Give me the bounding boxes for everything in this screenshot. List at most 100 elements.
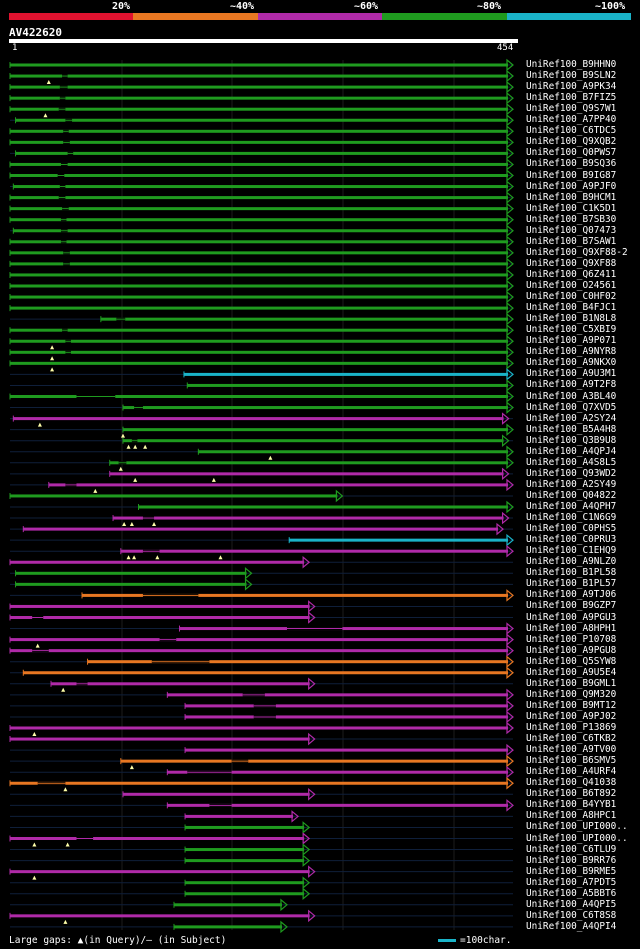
hit-id-label[interactable]: UniRef100_Q7XVD5	[526, 401, 617, 413]
hit-id-label[interactable]: UniRef100_A9U5E4	[526, 666, 617, 678]
hit-id-label[interactable]: UniRef100_A9U3M1	[526, 368, 617, 380]
hit-id-label[interactable]: UniRef100_C6T8S8	[526, 909, 617, 921]
hit-id-label[interactable]: UniRef100_C1EHQ9	[526, 545, 617, 557]
query-gap-marker	[132, 555, 137, 560]
hit-arrow	[506, 743, 514, 757]
hit-id-label[interactable]: UniRef100_P10708	[526, 633, 617, 645]
hit-id-label[interactable]: UniRef100_A8HPC1	[526, 810, 617, 822]
hit-id-label[interactable]: UniRef100_B9SQ36	[526, 158, 617, 170]
hit-id-label[interactable]: UniRef100_Q9XF88-2	[526, 246, 628, 258]
legend-swatch-red	[9, 13, 134, 20]
hit-id-label[interactable]: UniRef100_B5A4H8	[526, 423, 617, 435]
hit-id-label[interactable]: UniRef100_Q07473	[526, 224, 617, 236]
hit-id-label[interactable]: UniRef100_A7PP40	[526, 114, 617, 126]
hit-arrow	[506, 80, 514, 94]
hit-id-label[interactable]: UniRef100_C1K5D1	[526, 202, 617, 214]
hit-id-label[interactable]: UniRef100_B9GML1	[526, 677, 617, 689]
hit-id-label[interactable]: UniRef100_Q9M320	[526, 688, 617, 700]
legend-label-20: 20%	[112, 1, 131, 12]
hit-id-label[interactable]: UniRef100_A9PGU8	[526, 644, 617, 656]
hit-id-label[interactable]: UniRef100_B1PL57	[526, 578, 617, 590]
hit-id-label[interactable]: UniRef100_UPI000..	[526, 821, 628, 833]
hit-id-label[interactable]: UniRef100_A2SY24	[526, 412, 617, 424]
hit-id-label[interactable]: UniRef100_A9T2F8	[526, 379, 617, 391]
hit-id-label[interactable]: UniRef100_C5XBI9	[526, 324, 617, 336]
hit-id-label[interactable]: UniRef100_A9NKX0	[526, 357, 617, 369]
hit-id-label[interactable]: UniRef100_A4QPH7	[526, 501, 617, 512]
query-gap-marker	[268, 455, 273, 460]
hit-id-label[interactable]: UniRef100_A9NYR8	[526, 346, 617, 358]
hit-arrow	[506, 633, 514, 646]
hit-id-label[interactable]: UniRef100_C6TKB2	[526, 733, 617, 745]
query-gap-marker	[126, 444, 131, 449]
hit-id-label[interactable]: UniRef100_B1PL58	[526, 567, 617, 579]
hit-id-label[interactable]: UniRef100_Q9S7W1	[526, 103, 617, 115]
hit-id-label[interactable]: UniRef100_A9TV00	[526, 744, 617, 756]
hit-id-label[interactable]: UniRef100_Q41038	[526, 777, 617, 789]
hit-arrow	[506, 666, 514, 680]
hit-id-label[interactable]: UniRef100_C0PHS5	[526, 523, 617, 535]
hit-id-label[interactable]: UniRef100_Q9XQB2	[526, 136, 617, 148]
hit-id-label[interactable]: UniRef100_C6TLU9	[526, 843, 617, 855]
hit-id-label[interactable]: UniRef100_C0HF02	[526, 291, 617, 303]
hit-id-label[interactable]: UniRef100_C0PRU3	[526, 534, 617, 546]
hit-id-label[interactable]: UniRef100_O24561	[526, 280, 617, 291]
hit-id-label[interactable]: UniRef100_B4YYB1	[526, 799, 617, 811]
hit-id-label[interactable]: UniRef100_C1N6G9	[526, 512, 617, 524]
hit-id-label[interactable]: UniRef100_A9NLZ0	[526, 556, 617, 568]
hit-id-label[interactable]: UniRef100_B9SLN2	[526, 70, 617, 82]
hit-id-label[interactable]: UniRef100_A4QPI4	[526, 920, 617, 932]
hit-id-label[interactable]: UniRef100_A9P071	[526, 335, 617, 347]
hit-id-label[interactable]: UniRef100_Q0PWS7	[526, 147, 617, 159]
hit-id-label[interactable]: UniRef100_B9IG87	[526, 169, 617, 181]
hit-id-label[interactable]: UniRef100_P13869	[526, 722, 617, 733]
hit-id-label[interactable]: UniRef100_A9TJ06	[526, 589, 617, 601]
hit-id-label[interactable]: UniRef100_Q9XF88	[526, 257, 617, 269]
hit-arrow	[506, 102, 514, 116]
hit-id-label[interactable]: UniRef100_A5BBT6	[526, 887, 617, 899]
hit-arrow	[506, 799, 514, 812]
hit-id-label[interactable]: UniRef100_A7PDT5	[526, 876, 617, 888]
hit-id-label[interactable]: UniRef100_A4QPJ4	[526, 445, 617, 457]
hit-id-label[interactable]: UniRef100_A9PJ02	[526, 710, 617, 722]
hit-id-label[interactable]: UniRef100_B9HCM1	[526, 191, 617, 203]
hit-id-label[interactable]: UniRef100_B7FIZ5	[526, 92, 617, 104]
hit-bar	[87, 660, 509, 664]
hit-id-label[interactable]: UniRef100_UPI000..	[526, 832, 628, 844]
hit-bar	[13, 229, 508, 233]
hit-id-label[interactable]: UniRef100_Q5SYW8	[526, 655, 617, 667]
hit-bar	[10, 649, 508, 653]
hit-id-label[interactable]: UniRef100_A9PK34	[526, 81, 617, 93]
hit-id-label[interactable]: UniRef100_Q3B9U8	[526, 434, 617, 446]
hit-id-label[interactable]: UniRef100_B9MT12	[526, 699, 617, 711]
hit-bar	[10, 638, 508, 642]
hit-id-label[interactable]: UniRef100_A2SY49	[526, 478, 617, 490]
hit-id-label[interactable]: UniRef100_B1N8L8	[526, 313, 617, 325]
hit-id-label[interactable]: UniRef100_A8HPH1	[526, 622, 617, 634]
hit-id-label[interactable]: UniRef100_B4FJC1	[526, 302, 617, 314]
hit-id-label[interactable]: UniRef100_A9PJF0	[526, 180, 617, 192]
hit-id-label[interactable]: UniRef100_C6TDC5	[526, 125, 617, 137]
hit-arrow	[244, 578, 253, 591]
hit-id-label[interactable]: UniRef100_B6SMV5	[526, 755, 617, 767]
hit-id-label[interactable]: UniRef100_B7SAW1	[526, 235, 617, 247]
hit-id-label[interactable]: UniRef100_B9GZP7	[526, 600, 617, 612]
hit-bar	[185, 848, 305, 852]
hit-id-label[interactable]: UniRef100_B9RME5	[526, 865, 617, 877]
hit-id-label[interactable]: UniRef100_B9HHN0	[526, 59, 617, 70]
hit-id-label[interactable]: UniRef100_B7SB30	[526, 213, 617, 225]
hit-id-label[interactable]: UniRef100_B6T892	[526, 788, 617, 800]
hit-bar	[23, 671, 508, 675]
hit-bar	[10, 328, 508, 332]
hit-id-label[interactable]: UniRef100_A3BL40	[526, 390, 617, 402]
hit-id-label[interactable]: UniRef100_Q93WD2	[526, 467, 617, 479]
hit-id-label[interactable]: UniRef100_Q6Z411	[526, 268, 617, 280]
hit-id-label[interactable]: UniRef100_A4QPI5	[526, 898, 617, 910]
hit-id-label[interactable]: UniRef100_B9RR76	[526, 854, 617, 866]
hit-id-label[interactable]: UniRef100_A9PGU3	[526, 611, 617, 623]
hit-arrow	[506, 544, 514, 558]
hit-id-label[interactable]: UniRef100_A4S8L5	[526, 456, 617, 468]
hit-id-label[interactable]: UniRef100_Q04822	[526, 489, 617, 501]
hit-id-label[interactable]: UniRef100_A4URF4	[526, 766, 617, 778]
